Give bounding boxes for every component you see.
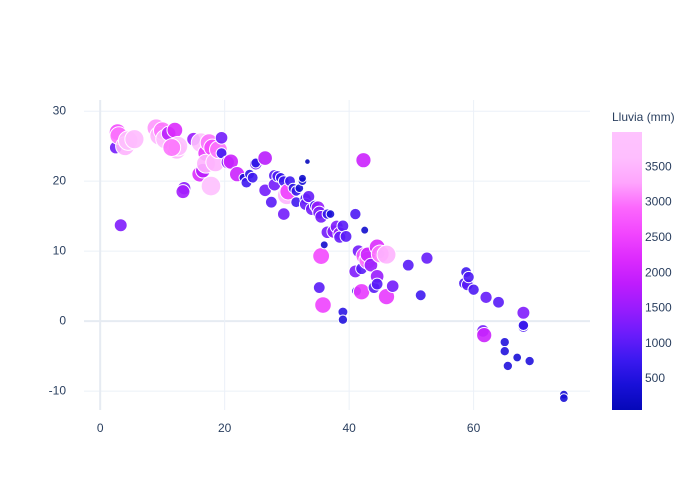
bubble <box>200 175 222 197</box>
bubble <box>312 281 326 294</box>
y-tick-label: 20 <box>53 173 67 187</box>
bubble <box>349 207 362 221</box>
bubble <box>559 393 569 403</box>
bubble <box>462 270 475 284</box>
y-tick-label: 0 <box>59 313 66 327</box>
bubble <box>499 336 510 348</box>
colorbar <box>612 132 642 410</box>
bubble <box>355 152 372 169</box>
bubble <box>524 355 535 367</box>
y-tick-label: -10 <box>49 383 67 397</box>
bubble <box>420 251 434 265</box>
bubble <box>113 218 128 233</box>
bubble <box>492 295 505 309</box>
bubble <box>352 283 371 301</box>
bubble <box>264 195 278 209</box>
bubble <box>162 138 182 157</box>
x-tick-label: 0 <box>97 421 104 435</box>
bubble <box>499 346 510 357</box>
bubble <box>302 189 316 204</box>
colorbar-tick-label: 2500 <box>645 230 672 244</box>
colorbar-tick-label: 3000 <box>645 195 672 209</box>
bubble <box>166 121 184 139</box>
x-tick-label: 60 <box>467 421 481 435</box>
bubble <box>214 130 229 145</box>
bubble <box>360 225 370 235</box>
x-tick-label: 20 <box>218 421 232 435</box>
bubble <box>215 147 228 160</box>
bubble <box>312 247 331 265</box>
colorbar-tick-label: 1500 <box>645 301 672 315</box>
bubble <box>414 289 427 302</box>
bubble <box>517 319 530 332</box>
bubble <box>479 290 493 304</box>
colorbar-tick-label: 1000 <box>645 336 672 350</box>
bubble <box>175 184 191 200</box>
bubble <box>314 296 332 314</box>
colorbar-title: Lluvia (mm) <box>612 110 675 124</box>
bubble <box>319 240 329 250</box>
bubble <box>339 230 353 243</box>
bubble <box>297 173 307 183</box>
bubble <box>376 244 397 265</box>
bubble <box>401 258 415 272</box>
bubble <box>336 219 350 233</box>
points <box>108 118 569 403</box>
bubble <box>257 150 273 166</box>
bubble <box>476 327 493 344</box>
bubble <box>370 277 384 291</box>
y-tick-label: 10 <box>53 243 67 257</box>
bubble <box>467 283 480 296</box>
bubble <box>337 314 349 325</box>
bubble <box>276 207 291 221</box>
colorbar-tick-label: 3500 <box>645 159 672 173</box>
x-tick-label: 40 <box>342 421 356 435</box>
y-tick-label: 30 <box>53 103 67 117</box>
bubble <box>512 352 523 363</box>
bubble <box>516 305 531 320</box>
bubble <box>363 257 379 273</box>
bubble <box>124 129 145 150</box>
bubble <box>325 209 336 219</box>
bubble <box>385 279 400 293</box>
bubble <box>246 171 259 184</box>
bubble <box>304 158 311 165</box>
colorbar-tick-label: 2000 <box>645 265 672 279</box>
bubble <box>502 360 514 372</box>
colorbar-tick-label: 500 <box>645 371 665 385</box>
